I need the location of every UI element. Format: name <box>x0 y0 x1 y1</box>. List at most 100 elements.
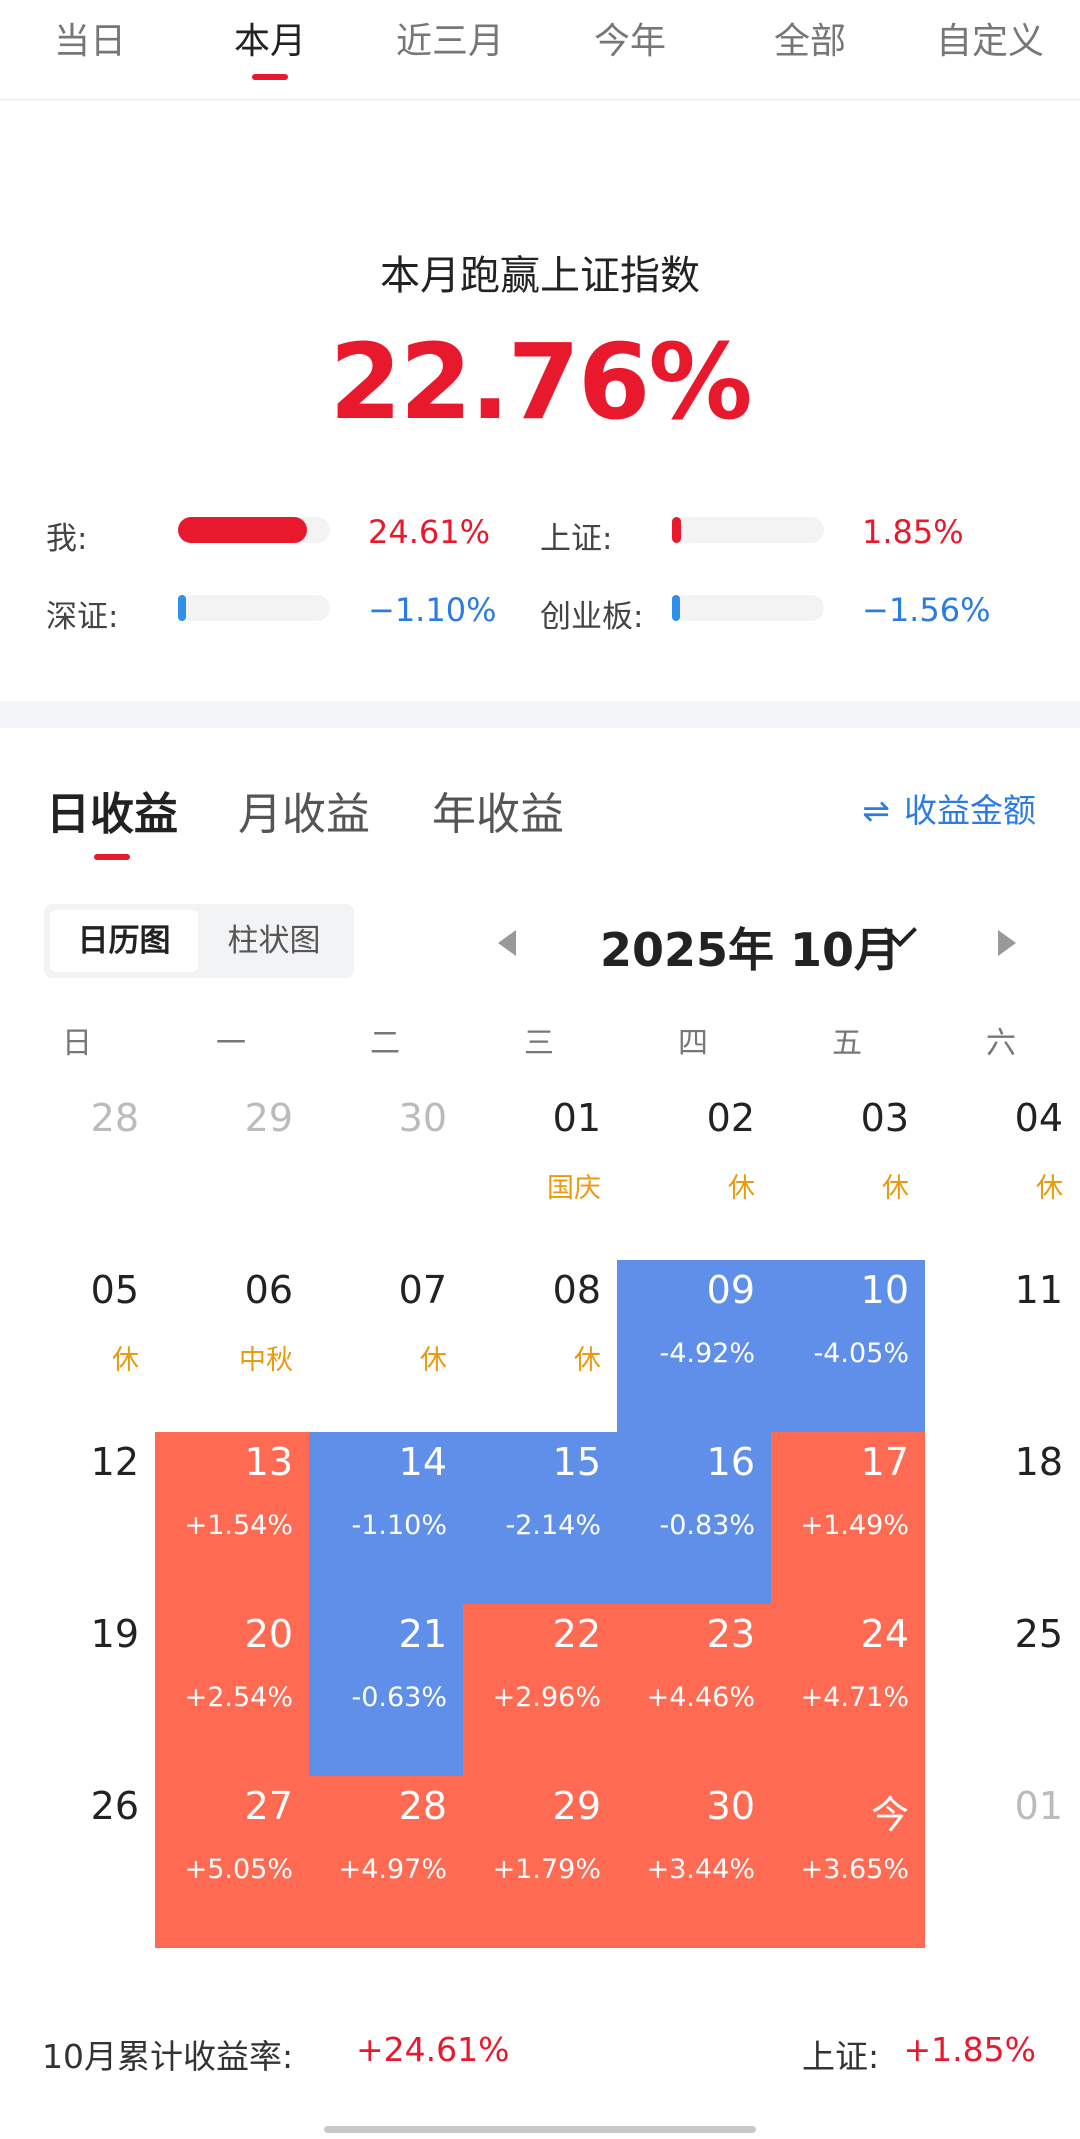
weekday-label: 一 <box>216 1026 246 1061</box>
daily-return: +4.97% <box>338 1854 447 1885</box>
calendar-day-cell[interactable]: 23 +4.46% <box>617 1604 771 1776</box>
tab-last-three-months[interactable]: 近三月 <box>360 0 540 100</box>
daily-return: +3.65% <box>800 1854 909 1885</box>
calendar-day-cell[interactable]: 29 <box>155 1088 309 1260</box>
comparison-bar <box>672 595 824 621</box>
daily-return: +1.79% <box>492 1854 601 1885</box>
daily-return: -4.05% <box>813 1338 909 1369</box>
tab-this-year[interactable]: 今年 <box>540 0 720 100</box>
bar-view-button[interactable]: 柱状图 <box>227 923 321 959</box>
day-number: 06 <box>244 1268 293 1312</box>
weekday-label: 四 <box>678 1026 708 1061</box>
day-number: 03 <box>860 1096 909 1140</box>
calendar-day-cell[interactable]: 25 <box>925 1604 1079 1776</box>
calendar-day-cell[interactable]: 15 -2.14% <box>463 1432 617 1604</box>
calendar-day-cell[interactable]: 13 +1.54% <box>155 1432 309 1604</box>
comparison-label: 创业板: <box>540 599 644 635</box>
calendar-day-cell[interactable]: 17 +1.49% <box>771 1432 925 1604</box>
prev-month-icon[interactable] <box>498 930 516 956</box>
day-number: 01 <box>1014 1784 1063 1828</box>
holiday-label: 休 <box>420 1345 447 1376</box>
day-number: 18 <box>1014 1440 1063 1484</box>
calendar-day-cell[interactable]: 16 -0.83% <box>617 1432 771 1604</box>
shanghai-return-value: +1.85% <box>903 2030 1036 2069</box>
tab-monthly-earnings[interactable]: 月收益 <box>238 789 370 840</box>
comparison-value: −1.10% <box>368 591 497 629</box>
tab-custom[interactable]: 自定义 <box>900 0 1080 100</box>
tab-today[interactable]: 当日 <box>0 0 180 100</box>
month-navigator: 2025年 10月 <box>0 906 1080 980</box>
comparison-label: 我: <box>46 521 88 557</box>
calendar-day-cell[interactable]: 18 <box>925 1432 1079 1604</box>
day-number: 30 <box>706 1784 755 1828</box>
month-label[interactable]: 2025年 10月 <box>600 923 901 977</box>
calendar-day-cell[interactable]: 24 +4.71% <box>771 1604 925 1776</box>
tab-all[interactable]: 全部 <box>720 0 900 100</box>
day-number: 29 <box>244 1096 293 1140</box>
comparison-chinext: 创业板: −1.56% <box>540 585 1040 635</box>
calendar-day-cell[interactable]: 02 休 <box>617 1088 771 1260</box>
day-number: 21 <box>398 1612 447 1656</box>
calendar-day-cell[interactable]: 10 -4.05% <box>771 1260 925 1432</box>
day-number: 07 <box>398 1268 447 1312</box>
day-number: 24 <box>860 1612 909 1656</box>
next-month-icon[interactable] <box>998 930 1016 956</box>
tab-yearly-earnings[interactable]: 年收益 <box>432 789 564 840</box>
calendar-day-cell[interactable]: 29 +1.79% <box>463 1776 617 1948</box>
comparison-shenzhen: 深证: −1.10% <box>46 585 497 635</box>
calendar-day-cell[interactable]: 01 国庆 <box>463 1088 617 1260</box>
calendar-day-cell[interactable]: 04 休 <box>925 1088 1079 1260</box>
calendar-day-cell[interactable]: 26 <box>1 1776 155 1948</box>
calendar-day-cell[interactable]: 21 -0.63% <box>309 1604 463 1776</box>
calendar-day-cell[interactable]: 07 休 <box>309 1260 463 1432</box>
calendar-day-cell[interactable]: 22 +2.96% <box>463 1604 617 1776</box>
weekday-label: 日 <box>62 1026 92 1061</box>
day-number: 28 <box>398 1784 447 1828</box>
summary-title: 本月跑赢上证指数 <box>380 253 700 299</box>
amount-toggle-button[interactable]: ⇌ 收益金额 <box>862 784 1036 832</box>
cumulative-return-label: 10月累计收益率: <box>42 2037 294 2076</box>
comparison-value: 24.61% <box>368 513 491 551</box>
holiday-label: 休 <box>112 1345 139 1376</box>
day-number: 28 <box>90 1096 139 1140</box>
calendar-day-cell[interactable]: 05 休 <box>1 1260 155 1432</box>
calendar-day-cell[interactable]: 28 <box>1 1088 155 1260</box>
calendar-day-cell[interactable]: 03 休 <box>771 1088 925 1260</box>
calendar-day-cell[interactable]: 19 <box>1 1604 155 1776</box>
weekday-label: 三 <box>524 1026 554 1061</box>
calendar-day-cell[interactable]: 11 <box>925 1260 1079 1432</box>
comparison-bar-fill <box>672 595 680 621</box>
comparison-bar-fill <box>178 517 307 543</box>
calendar-day-cell[interactable]: 08 休 <box>463 1260 617 1432</box>
outperform-value: 22.76% <box>329 321 752 443</box>
calendar-view-button[interactable]: 日历图 <box>50 910 198 972</box>
holiday-label: 中秋 <box>239 1345 293 1376</box>
calendar-day-cell[interactable]: 14 -1.10% <box>309 1432 463 1604</box>
calendar-day-cell[interactable]: 06 中秋 <box>155 1260 309 1432</box>
home-indicator <box>324 2126 756 2133</box>
cumulative-return-value: +24.61% <box>356 2030 510 2069</box>
tab-daily-earnings[interactable]: 日收益 <box>46 789 178 840</box>
daily-return: -2.14% <box>505 1510 601 1541</box>
daily-return: -4.92% <box>659 1338 755 1369</box>
daily-return: +5.05% <box>184 1854 293 1885</box>
tab-label: 近三月 <box>395 21 504 62</box>
tab-label: 自定义 <box>935 21 1044 62</box>
calendar-day-cell[interactable]: 27 +5.05% <box>155 1776 309 1948</box>
calendar-day-cell[interactable]: 30 +3.44% <box>617 1776 771 1948</box>
calendar-day-cell[interactable]: 今 +3.65% <box>771 1776 925 1948</box>
day-number: 13 <box>244 1440 293 1484</box>
comparison-bar <box>672 517 824 543</box>
daily-return: +4.46% <box>646 1682 755 1713</box>
day-number: 23 <box>706 1612 755 1656</box>
calendar-day-cell[interactable]: 28 +4.97% <box>309 1776 463 1948</box>
comparison-bar <box>178 517 330 543</box>
calendar-day-cell[interactable]: 09 -4.92% <box>617 1260 771 1432</box>
day-number: 今 <box>870 1793 909 1837</box>
calendar-day-cell[interactable]: 12 <box>1 1432 155 1604</box>
calendar-day-cell[interactable]: 30 <box>309 1088 463 1260</box>
calendar-day-cell[interactable]: 01 <box>925 1776 1079 1948</box>
calendar-day-cell[interactable]: 20 +2.54% <box>155 1604 309 1776</box>
tab-this-month[interactable]: 本月 <box>180 0 360 100</box>
holiday-label: 休 <box>574 1345 601 1376</box>
